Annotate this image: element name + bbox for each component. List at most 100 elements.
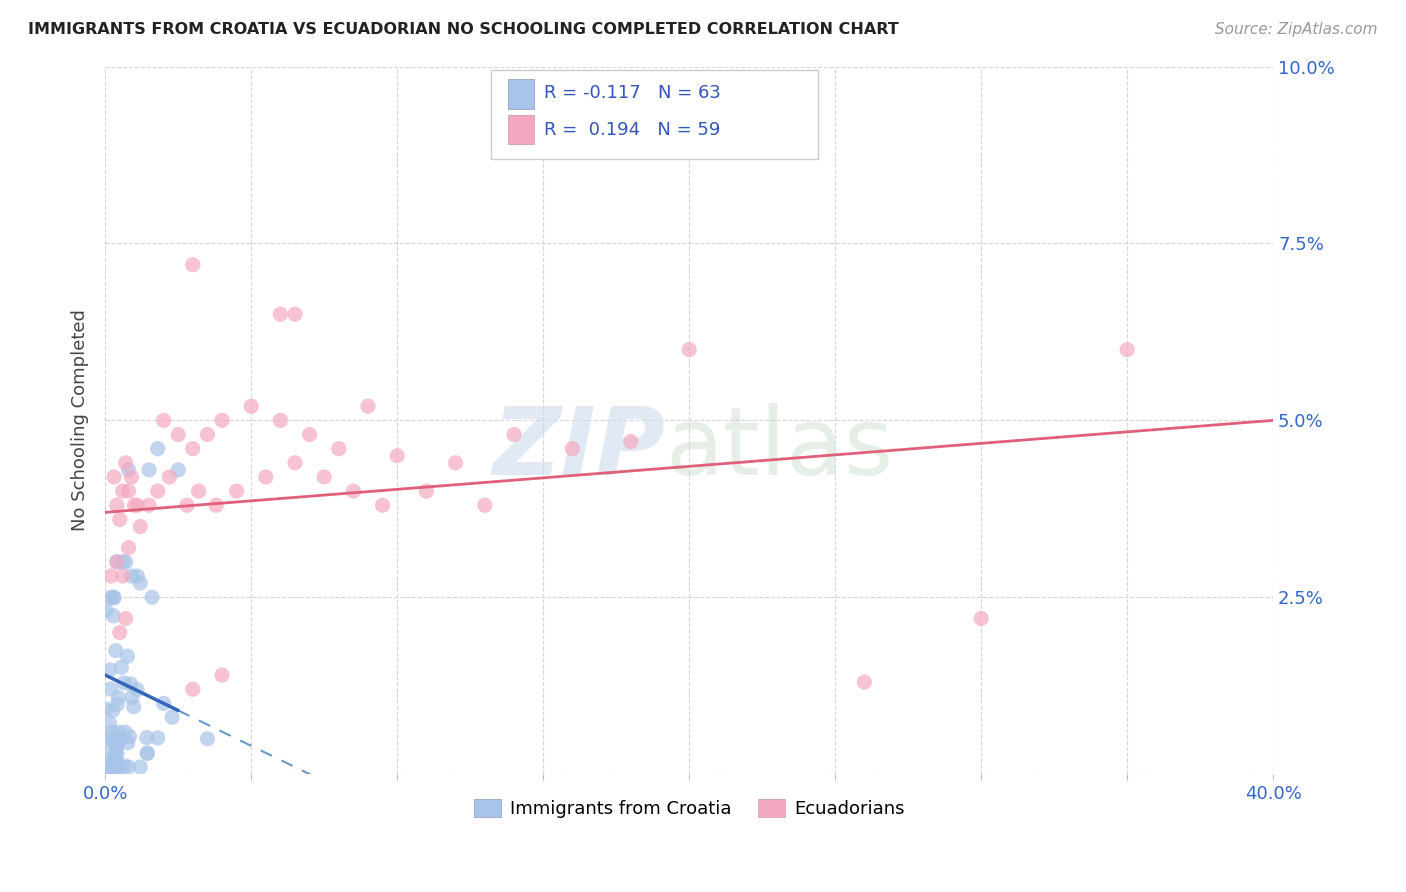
Point [240, 399, 263, 413]
Point [108, 625, 131, 640]
Point [118, 730, 141, 744]
Bar [508, 79, 534, 109]
Point [225, 484, 247, 499]
Point [474, 498, 496, 512]
Point [103, 591, 125, 605]
Point [100, 764, 122, 778]
Point [328, 442, 350, 456]
Point [117, 760, 139, 774]
Point [387, 449, 409, 463]
Point [100, 681, 122, 696]
Point [620, 434, 643, 449]
Legend: Immigrants from Croatia, Ecuadorians: Immigrants from Croatia, Ecuadorians [467, 791, 912, 825]
Point [127, 682, 149, 697]
Point [794, 123, 817, 137]
Point [114, 611, 136, 625]
Point [269, 413, 291, 427]
Text: atlas: atlas [666, 402, 894, 495]
Point [357, 399, 380, 413]
Point [152, 697, 174, 711]
Point [104, 736, 127, 750]
Point [159, 470, 181, 484]
Point [561, 442, 583, 456]
Point [101, 725, 124, 739]
Point [284, 307, 307, 321]
Point [181, 258, 204, 272]
Point [284, 456, 307, 470]
Bar [508, 115, 534, 145]
Point [127, 569, 149, 583]
Point [121, 690, 143, 705]
Point [138, 463, 160, 477]
Point [371, 498, 394, 512]
Point [105, 498, 128, 512]
Point [181, 682, 204, 697]
Point [103, 748, 125, 763]
Point [146, 442, 169, 456]
Point [503, 427, 526, 442]
Point [114, 725, 136, 739]
Point [342, 484, 364, 499]
Point [114, 555, 136, 569]
Point [100, 762, 122, 776]
Point [108, 759, 131, 773]
Point [415, 484, 437, 499]
Point [678, 343, 700, 357]
Point [96, 756, 118, 770]
Point [107, 725, 129, 739]
Point [167, 427, 190, 442]
Point [314, 470, 336, 484]
Point [103, 760, 125, 774]
Point [104, 752, 127, 766]
Point [103, 470, 125, 484]
Point [176, 498, 198, 512]
Point [205, 498, 228, 512]
Point [1116, 343, 1139, 357]
Point [114, 759, 136, 773]
Point [111, 569, 134, 583]
Point [107, 690, 129, 705]
Point [117, 541, 139, 555]
Point [111, 555, 134, 569]
Text: R =  0.194   N = 59: R = 0.194 N = 59 [544, 121, 721, 139]
Point [136, 746, 159, 760]
Point [112, 676, 135, 690]
Point [141, 591, 163, 605]
Point [269, 307, 291, 321]
Point [108, 760, 131, 774]
Point [444, 456, 467, 470]
Point [100, 591, 122, 605]
Point [211, 413, 233, 427]
Point [103, 733, 125, 747]
Point [105, 555, 128, 569]
Y-axis label: No Schooling Completed: No Schooling Completed [72, 310, 89, 532]
Point [105, 697, 128, 711]
Point [117, 484, 139, 499]
Point [298, 427, 321, 442]
Point [181, 442, 204, 456]
Point [104, 764, 127, 779]
Point [135, 731, 157, 745]
Point [136, 746, 159, 760]
FancyBboxPatch shape [491, 70, 818, 159]
Point [98, 745, 121, 759]
Point [138, 498, 160, 512]
Point [197, 731, 219, 746]
Point [124, 498, 146, 512]
Point [94, 603, 117, 617]
Point [127, 498, 149, 512]
Point [98, 716, 121, 731]
Point [117, 736, 139, 750]
Point [129, 519, 152, 533]
Point [103, 608, 125, 623]
Point [122, 699, 145, 714]
Point [100, 569, 122, 583]
Point [105, 737, 128, 751]
Text: IMMIGRANTS FROM CROATIA VS ECUADORIAN NO SCHOOLING COMPLETED CORRELATION CHART: IMMIGRANTS FROM CROATIA VS ECUADORIAN NO… [28, 22, 898, 37]
Point [167, 463, 190, 477]
Point [146, 484, 169, 499]
Point [101, 704, 124, 718]
Point [117, 649, 139, 664]
Point [110, 660, 132, 674]
Point [105, 737, 128, 751]
